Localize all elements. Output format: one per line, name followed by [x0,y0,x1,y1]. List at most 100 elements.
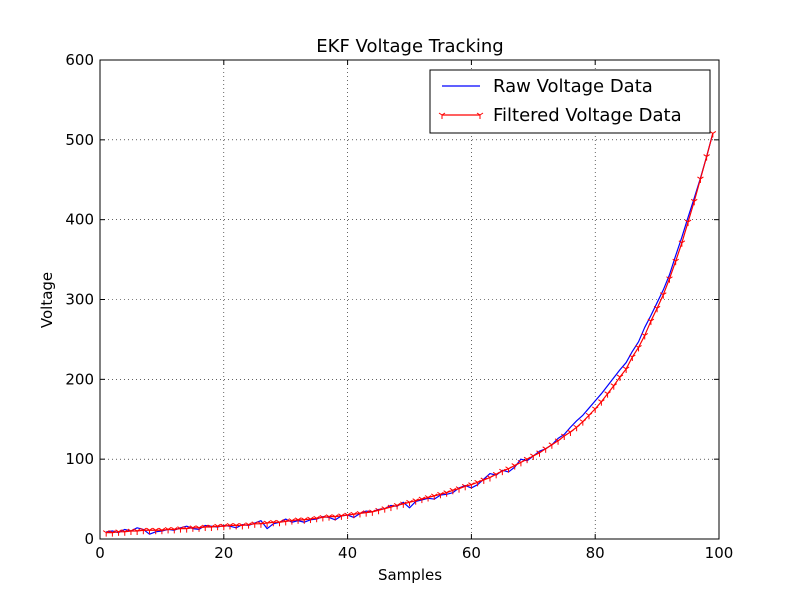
data-point [115,529,122,536]
data-point [523,456,531,464]
y-tick-label: 600 [65,51,94,69]
data-point [331,514,339,521]
data-point [585,412,593,420]
data-point [282,519,289,526]
data-point [548,442,556,449]
data-point [443,490,450,497]
y-axis-label: Voltage [38,272,56,328]
legend-marker-filtered [438,112,484,119]
data-point [690,198,698,206]
x-tick-label: 100 [705,544,734,562]
data-point [214,523,221,531]
data-point [146,527,153,535]
legend-label-raw: Raw Voltage Data [493,76,653,97]
data-point [653,305,661,313]
data-point [164,527,172,534]
data-point [251,521,259,528]
data-point [201,524,209,532]
data-point [276,519,283,527]
data-point [313,515,320,523]
chart-title: EKF Voltage Tracking [316,36,503,57]
data-point [418,496,426,504]
y-axis: 0 100 200 300 400 500 600 [65,51,719,548]
data-point [598,399,605,406]
data-point [195,525,203,532]
plot-area [100,60,719,539]
data-point [647,318,655,326]
data-point [499,468,506,476]
data-point [400,501,407,508]
data-point [127,528,135,536]
data-point [530,453,537,460]
data-point [381,506,389,513]
data-point [511,463,519,470]
data-point [350,511,358,519]
data-point [356,511,364,518]
data-point [208,524,215,532]
data-point [226,523,234,530]
x-axis-label: Samples [378,566,442,584]
data-point [474,479,481,487]
data-point [635,344,642,352]
data-point [393,503,401,510]
data-point [610,383,618,390]
data-point [245,522,252,529]
data-point [492,471,500,479]
data-point [189,525,197,532]
y-tick-label: 300 [65,291,94,309]
data-point [121,529,129,536]
legend-box [429,69,711,134]
data-point [678,240,686,247]
data-point [629,354,636,361]
data-point [344,512,351,520]
legend-label-filtered: Filtered Voltage Data [493,105,682,126]
y-tick-label: 100 [65,450,94,468]
data-point [177,526,184,533]
x-axis: 0 20 40 60 80 100 [95,60,733,562]
y-tick-label: 500 [65,131,94,149]
data-point [536,450,543,457]
data-point [554,438,562,445]
y-tick-label: 400 [65,211,94,229]
data-point [307,516,314,524]
data-point [325,514,333,521]
data-point [461,483,469,491]
data-point [591,406,599,413]
data-point [263,520,271,528]
data-point [641,333,648,340]
data-point [604,391,611,398]
data-point [672,258,679,266]
data-point [140,527,147,535]
data-point [542,446,549,453]
data-point [517,459,525,467]
data-point [239,523,246,530]
data-point [158,527,166,535]
data-point [375,507,382,515]
data-point [560,433,568,441]
data-point [684,219,692,227]
y-tick-label: 0 [84,530,94,548]
data-point [424,495,432,502]
data-point [288,518,296,525]
data-point [152,527,159,535]
data-point [573,424,580,432]
data-point [505,466,512,473]
data-point [455,486,463,493]
x-tick-label: 0 [95,544,105,562]
data-point [369,509,376,516]
x-tick-label: 60 [462,544,481,562]
data-point [338,513,345,520]
data-point [183,526,190,533]
data-point [437,491,444,499]
data-point [430,493,438,500]
data-point [666,276,673,283]
data-point [703,154,710,161]
legend: Raw Voltage Data Filtered Voltage Data [429,69,711,134]
data-point [579,419,587,426]
data-point [616,374,624,381]
data-point [362,510,370,517]
data-point [133,528,141,536]
data-point [232,523,240,530]
data-point [449,487,457,495]
